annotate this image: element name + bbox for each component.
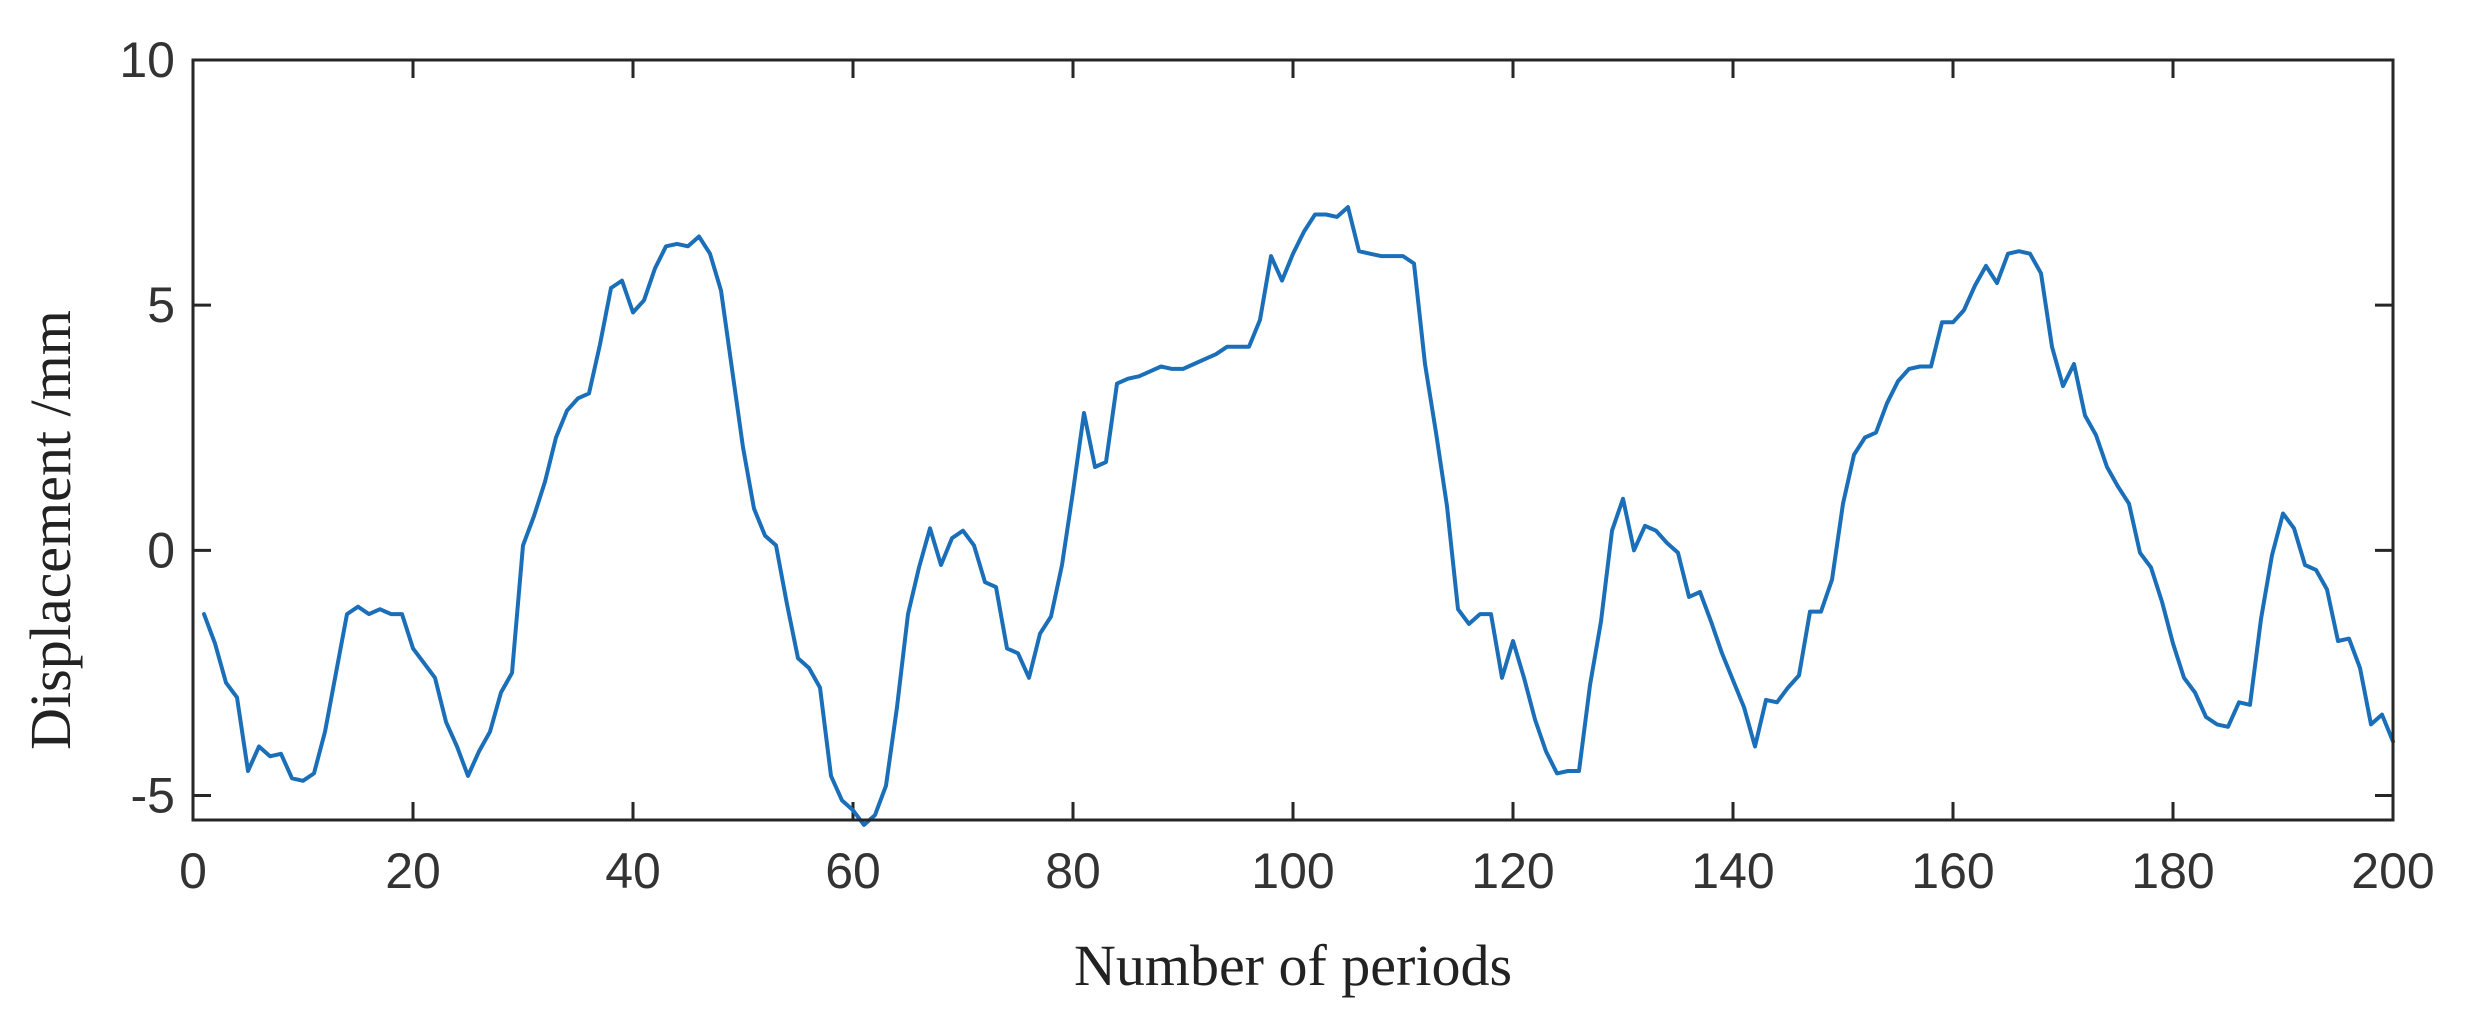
plot-background	[193, 60, 2393, 820]
x-tick-label: 100	[1251, 843, 1334, 899]
y-tick-label: -5	[131, 767, 175, 823]
y-tick-label: 10	[119, 32, 175, 88]
y-tick-label: 0	[147, 522, 175, 578]
x-tick-label: 80	[1045, 843, 1101, 899]
plot-frame	[191, 58, 2395, 822]
x-tick-label: 20	[385, 843, 441, 899]
x-tick-label: 40	[605, 843, 661, 899]
x-tick-label: 180	[2131, 843, 2214, 899]
x-tick-label: 60	[825, 843, 881, 899]
series-line	[202, 205, 2395, 827]
x-tick-label: 0	[179, 843, 207, 899]
y-tick-label: 5	[147, 277, 175, 333]
x-tick-label: 120	[1471, 843, 1554, 899]
x-tick-label: 140	[1691, 843, 1774, 899]
x-tick-label: 160	[1911, 843, 1994, 899]
x-axis-label: Number of periods	[1074, 933, 1512, 998]
y-axis-label: Displacement /mm	[18, 310, 83, 750]
x-tick-label: 200	[2351, 843, 2434, 899]
